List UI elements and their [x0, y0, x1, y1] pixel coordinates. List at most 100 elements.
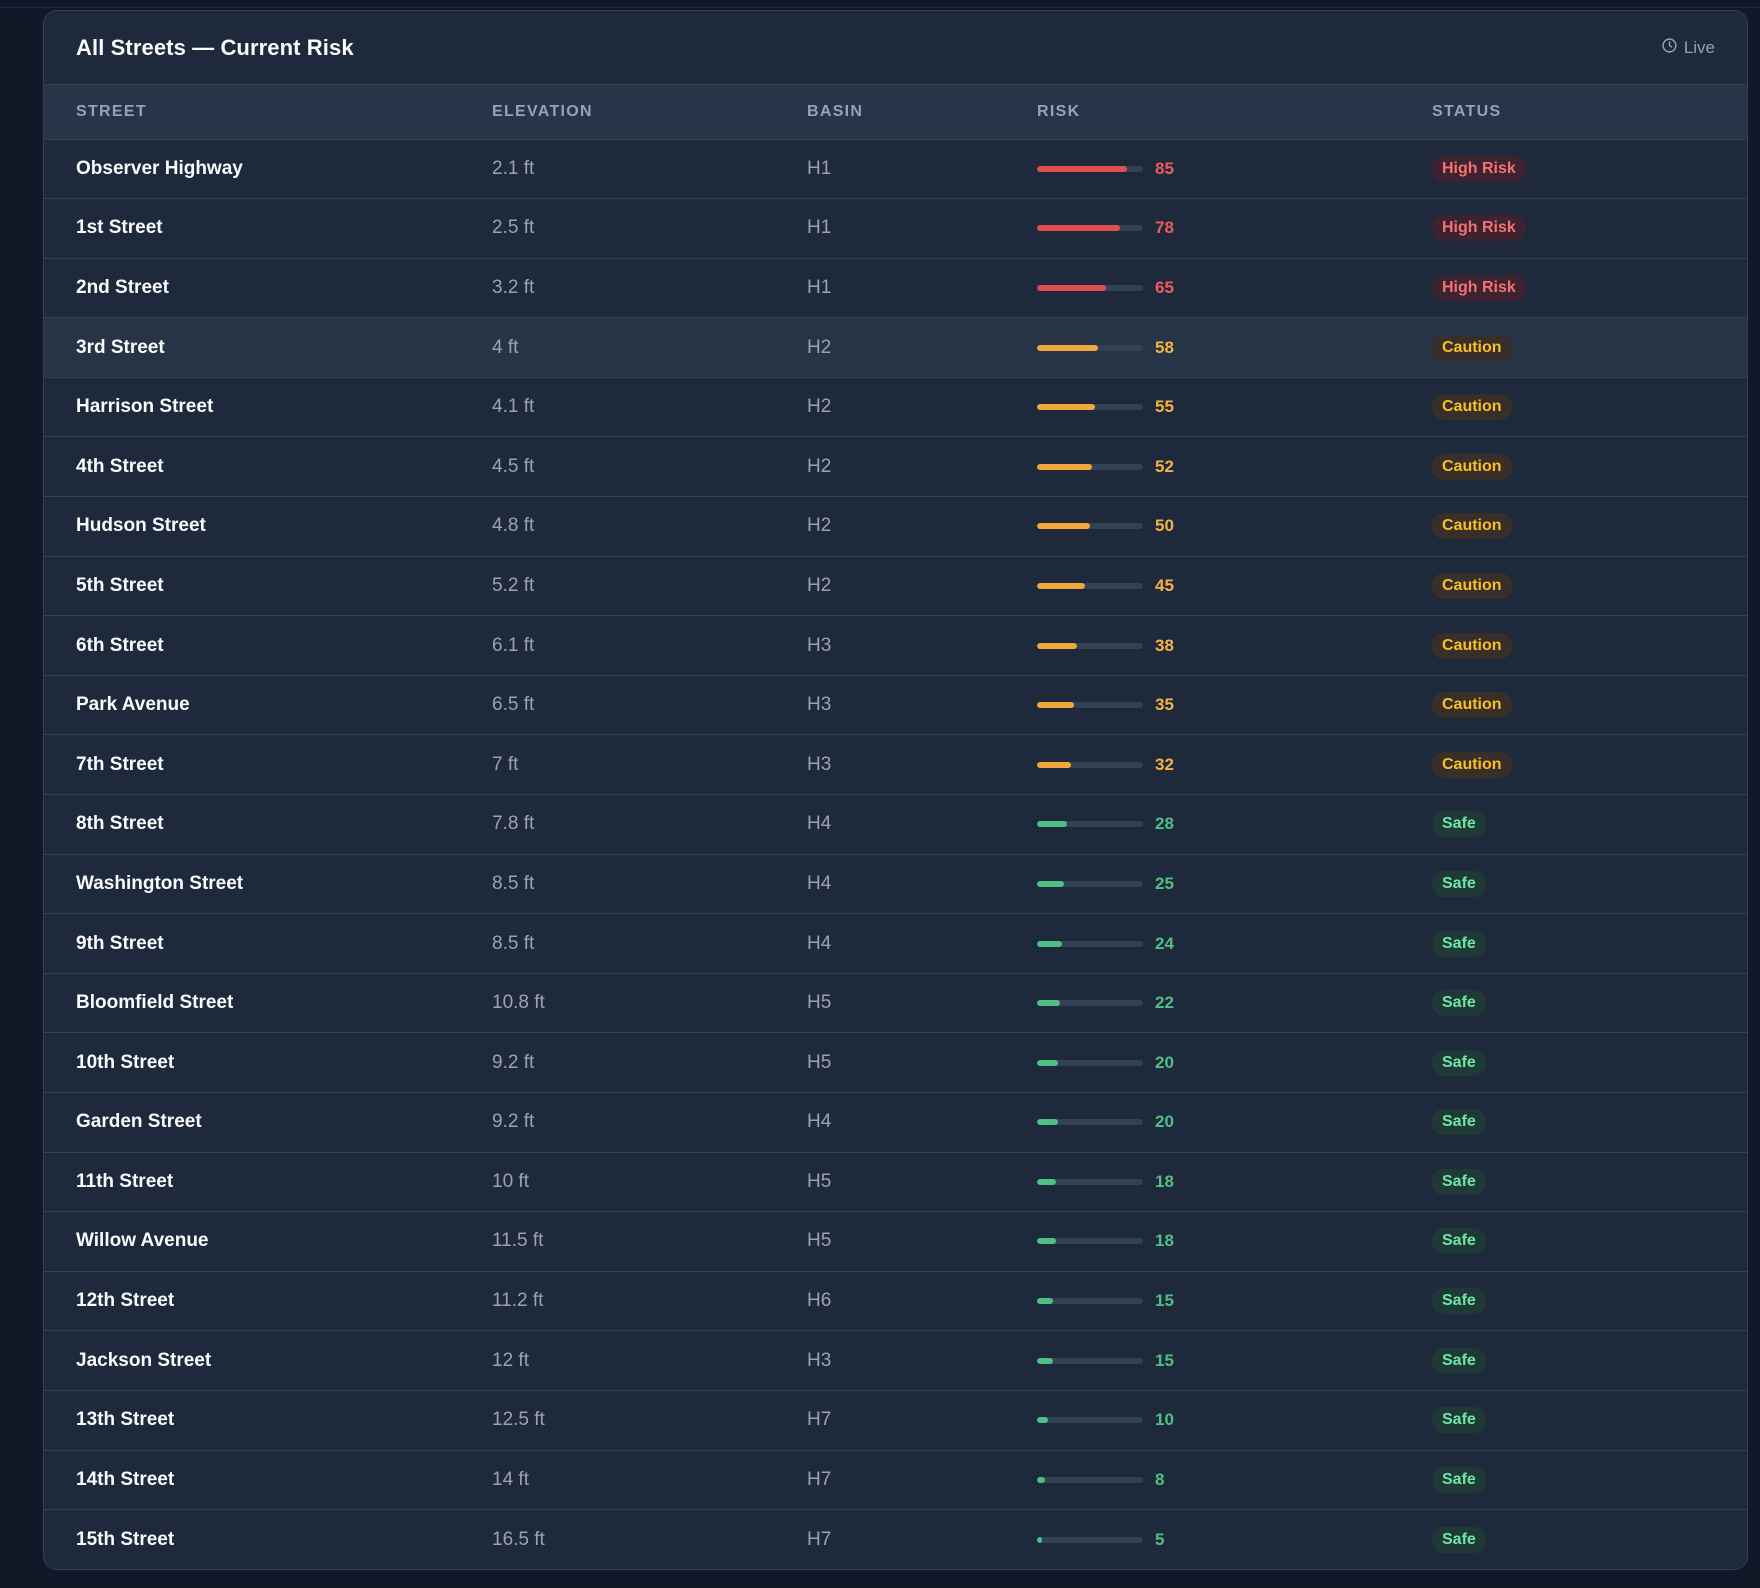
- table-row[interactable]: 11th Street 10 ft H5 18 Safe: [44, 1152, 1747, 1212]
- risk-bar: [1037, 463, 1143, 470]
- risk-bar-fill: [1037, 1238, 1057, 1245]
- table-row[interactable]: Jackson Street 12 ft H3 15 Safe: [44, 1330, 1747, 1391]
- risk-cell: 78: [1005, 199, 1400, 259]
- risk-value: 24: [1155, 933, 1174, 953]
- street-elevation: 14 ft: [492, 1468, 529, 1490]
- risk-cell: 38: [1005, 616, 1400, 676]
- live-indicator: Live: [1661, 37, 1715, 59]
- street-basin: H5: [807, 992, 832, 1014]
- risk-bar-fill: [1037, 642, 1078, 649]
- risk-cell: 8: [1005, 1450, 1400, 1510]
- street-name: 2nd Street: [76, 276, 169, 298]
- table-row[interactable]: 7th Street 7 ft H3 32 Caution: [44, 734, 1747, 795]
- table-row[interactable]: 15th Street 16.5 ft H7 5 Safe: [44, 1509, 1747, 1569]
- risk-bar: [1037, 1357, 1143, 1364]
- risk-meter: 28: [1037, 814, 1400, 834]
- risk-meter: 52: [1037, 457, 1400, 477]
- street-elevation: 12 ft: [492, 1349, 529, 1371]
- table-row[interactable]: 14th Street 14 ft H7 8 Safe: [44, 1450, 1747, 1510]
- column-header-status[interactable]: STATUS: [1432, 102, 1502, 120]
- table-row[interactable]: 8th Street 7.8 ft H4 28 Safe: [44, 794, 1747, 855]
- street-basin: H3: [807, 634, 832, 656]
- table-row[interactable]: 5th Street 5.2 ft H2 45 Caution: [44, 556, 1747, 616]
- table-row[interactable]: 13th Street 12.5 ft H7 10 Safe: [44, 1390, 1747, 1450]
- status-badge: Safe: [1432, 811, 1486, 838]
- streets-table: STREET ELEVATION BASIN RISK STATUS Obser…: [44, 85, 1747, 1569]
- table-row[interactable]: Harrison Street 4.1 ft H2 55 Caution: [44, 377, 1747, 437]
- street-name: 3rd Street: [76, 336, 165, 358]
- risk-meter: 58: [1037, 338, 1400, 358]
- street-name: 6th Street: [76, 634, 164, 656]
- street-elevation: 2.1 ft: [492, 157, 535, 179]
- risk-bar: [1037, 165, 1143, 172]
- table-row[interactable]: Observer Highway 2.1 ft H1 85 High Risk: [44, 139, 1747, 199]
- column-header-risk[interactable]: RISK: [1037, 102, 1081, 120]
- risk-meter: 20: [1037, 1112, 1400, 1132]
- table-row[interactable]: Willow Avenue 11.5 ft H5 18 Safe: [44, 1211, 1747, 1272]
- street-basin: H5: [807, 1051, 832, 1073]
- status-cell: Safe: [1400, 1212, 1747, 1272]
- table-row[interactable]: 9th Street 8.5 ft H4 24 Safe: [44, 913, 1747, 974]
- table-row[interactable]: Garden Street 9.2 ft H4 20 Safe: [44, 1092, 1747, 1153]
- table-row[interactable]: 2nd Street 3.2 ft H1 65 High Risk: [44, 258, 1747, 318]
- table-row[interactable]: 1st Street 2.5 ft H1 78 High Risk: [44, 198, 1747, 259]
- risk-meter: 32: [1037, 755, 1400, 775]
- risk-meter: 45: [1037, 576, 1400, 596]
- status-cell: High Risk: [1400, 258, 1747, 318]
- status-badge: Safe: [1432, 1407, 1486, 1434]
- risk-cell: 5: [1005, 1510, 1400, 1569]
- risk-meter: 22: [1037, 993, 1400, 1013]
- street-name: Park Avenue: [76, 694, 190, 716]
- risk-meter: 85: [1037, 159, 1400, 179]
- status-cell: Caution: [1400, 318, 1747, 378]
- table-row[interactable]: 10th Street 9.2 ft H5 20 Safe: [44, 1032, 1747, 1093]
- status-badge: High Risk: [1432, 155, 1526, 182]
- status-cell: Caution: [1400, 556, 1747, 616]
- street-name: Garden Street: [76, 1111, 202, 1133]
- street-basin: H4: [807, 872, 832, 894]
- table-row[interactable]: 6th Street 6.1 ft H3 38 Caution: [44, 615, 1747, 676]
- status-cell: Safe: [1400, 1152, 1747, 1212]
- table-row[interactable]: Hudson Street 4.8 ft H2 50 Caution: [44, 496, 1747, 557]
- risk-value: 35: [1155, 695, 1174, 715]
- status-cell: Caution: [1400, 497, 1747, 557]
- status-badge: Caution: [1432, 453, 1512, 480]
- street-name: 12th Street: [76, 1290, 175, 1312]
- status-cell: Safe: [1400, 914, 1747, 974]
- street-basin: H4: [807, 813, 832, 835]
- risk-value: 20: [1155, 1052, 1174, 1072]
- street-elevation: 9.2 ft: [492, 1051, 535, 1073]
- street-basin: H1: [807, 276, 832, 298]
- risk-bar-fill: [1037, 284, 1106, 291]
- risk-value: 22: [1155, 993, 1174, 1013]
- risk-bar-fill: [1037, 940, 1063, 947]
- risk-cell: 50: [1005, 497, 1400, 557]
- table-row[interactable]: 3rd Street 4 ft H2 58 Caution: [44, 317, 1747, 378]
- table-row[interactable]: Bloomfield Street 10.8 ft H5 22 Safe: [44, 973, 1747, 1033]
- column-header-basin[interactable]: BASIN: [807, 102, 864, 120]
- column-header-elevation[interactable]: ELEVATION: [492, 102, 593, 120]
- street-name: Hudson Street: [76, 515, 206, 537]
- street-basin: H7: [807, 1528, 832, 1550]
- risk-value: 85: [1155, 158, 1174, 178]
- status-cell: Safe: [1400, 1331, 1747, 1391]
- street-elevation: 5.2 ft: [492, 574, 535, 596]
- risk-cell: 10: [1005, 1390, 1400, 1450]
- table-row[interactable]: 12th Street 11.2 ft H6 15 Safe: [44, 1271, 1747, 1331]
- table-row[interactable]: Washington Street 8.5 ft H4 25 Safe: [44, 854, 1747, 914]
- status-cell: Caution: [1400, 616, 1747, 676]
- risk-bar: [1037, 761, 1143, 768]
- status-badge: Safe: [1432, 870, 1486, 897]
- status-cell: Safe: [1400, 1033, 1747, 1093]
- table-row[interactable]: Park Avenue 6.5 ft H3 35 Caution: [44, 675, 1747, 735]
- risk-cell: 18: [1005, 1152, 1400, 1212]
- risk-bar-fill: [1037, 1476, 1046, 1483]
- column-header-street[interactable]: STREET: [76, 102, 147, 120]
- street-elevation: 2.5 ft: [492, 217, 535, 239]
- risk-meter: 20: [1037, 1053, 1400, 1073]
- street-elevation: 7 ft: [492, 753, 519, 775]
- table-row[interactable]: 4th Street 4.5 ft H2 52 Caution: [44, 436, 1747, 497]
- risk-bar: [1037, 702, 1143, 709]
- street-basin: H4: [807, 932, 832, 954]
- risk-bar-fill: [1037, 1059, 1059, 1066]
